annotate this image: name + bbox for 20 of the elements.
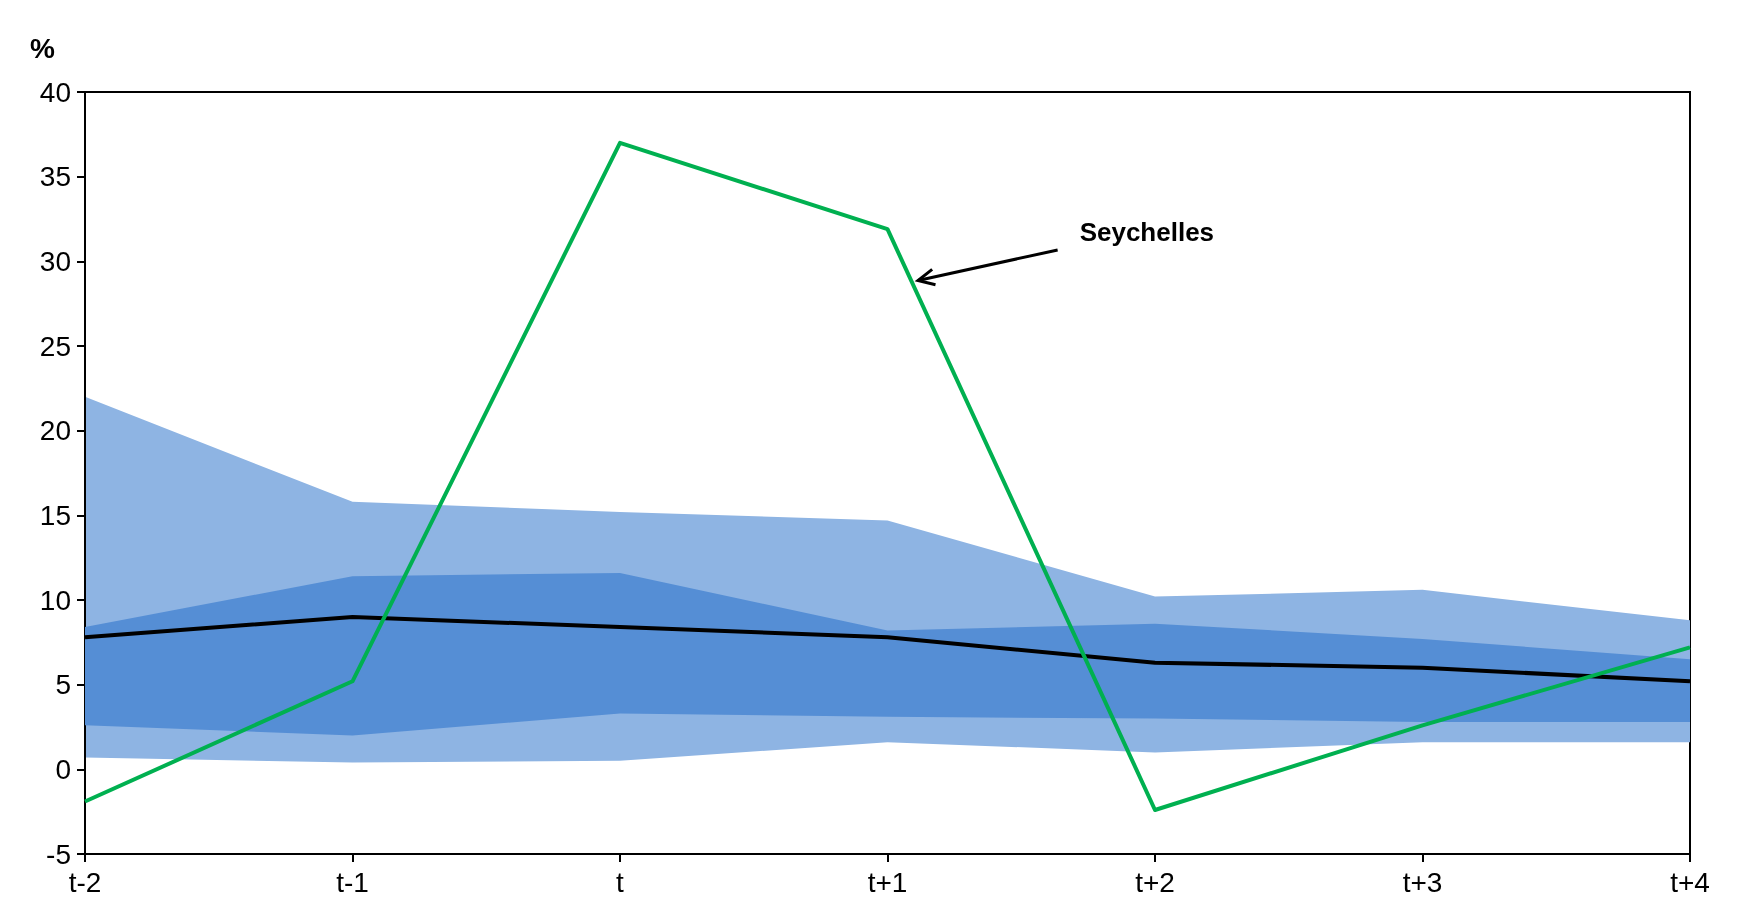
y-tick-label: 15 [39,499,71,531]
y-tick-label: 5 [55,669,71,701]
y-tick-label: 30 [39,245,71,277]
y-tick-label: 25 [39,330,71,362]
x-tick-label: t-2 [68,866,102,898]
x-tick-label: t [616,866,625,898]
x-tick-label: t-1 [336,866,369,898]
line-series [83,140,1692,812]
y-tick-label: -5 [46,838,71,870]
y-tick-label: 0 [55,753,71,785]
y-tick-label: 10 [39,584,71,616]
y-axis-title: % [30,32,56,64]
x-tick-label: t+4 [1670,866,1710,898]
x-tick-label: t+1 [867,866,908,898]
annotation: Seychelles [1079,217,1215,248]
y-tick-label: 20 [39,415,71,447]
x-tick-label: t+2 [1135,866,1175,898]
x-tick-label: t+3 [1402,866,1443,898]
y-tick-label: 40 [39,76,71,108]
y-tick-label: 35 [39,161,71,193]
